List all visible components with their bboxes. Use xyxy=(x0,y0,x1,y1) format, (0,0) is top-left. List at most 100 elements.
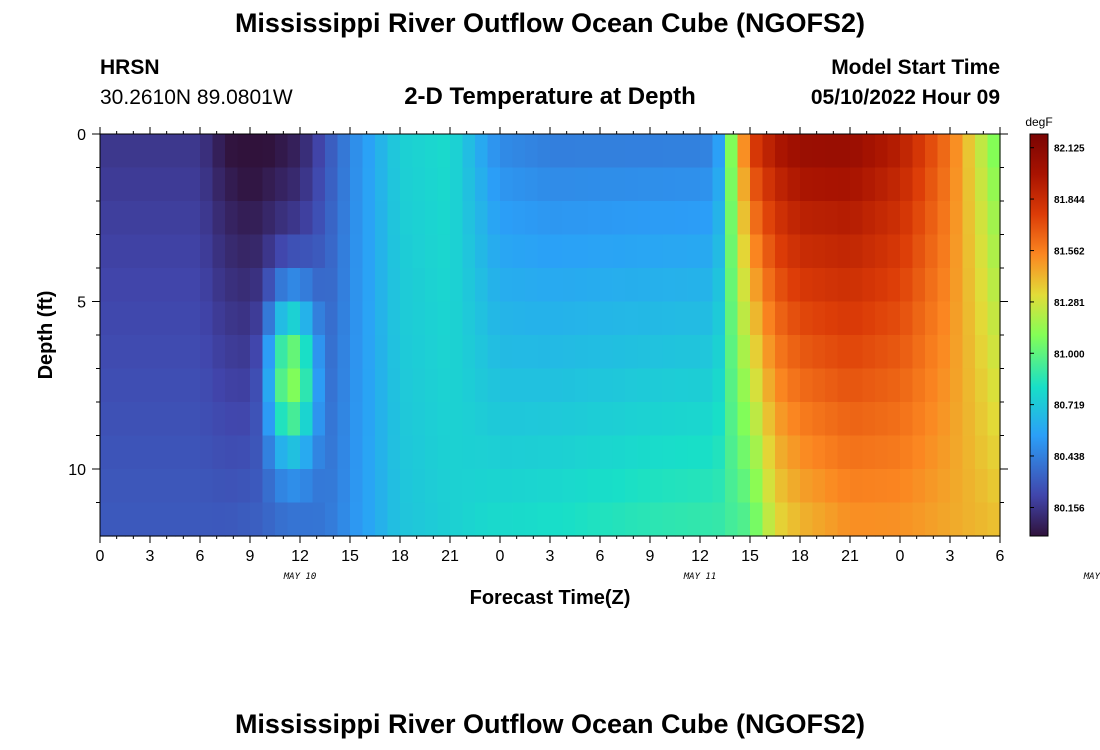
heatmap-cell xyxy=(300,134,314,169)
x-tick-label: 21 xyxy=(441,548,459,565)
heatmap-cell xyxy=(150,201,164,236)
heatmap-cell xyxy=(975,435,989,470)
heatmap-cell xyxy=(662,502,676,537)
heatmap-cell xyxy=(437,167,451,202)
y-axis-label: Depth (ft) xyxy=(35,291,57,380)
heatmap-cell xyxy=(237,301,251,336)
heatmap-cell xyxy=(962,167,976,202)
heatmap-cell xyxy=(362,167,376,202)
heatmap-cell xyxy=(412,435,426,470)
heatmap-cell xyxy=(887,502,901,537)
heatmap-cell xyxy=(175,167,189,202)
heatmap-cell xyxy=(737,167,751,202)
heatmap-cell xyxy=(662,402,676,437)
heatmap-cell xyxy=(350,502,364,537)
heatmap-cell xyxy=(912,435,926,470)
heatmap-cell xyxy=(850,134,864,169)
heatmap-cell xyxy=(675,368,689,403)
heatmap-cell xyxy=(600,469,614,504)
heatmap-cell xyxy=(700,268,714,303)
heatmap-cell xyxy=(812,234,826,269)
heatmap-cell xyxy=(887,402,901,437)
heatmap-cell xyxy=(137,368,151,403)
heatmap-cell xyxy=(337,469,351,504)
heatmap-cell xyxy=(762,234,776,269)
heatmap-cell xyxy=(337,335,351,370)
heatmap-cell xyxy=(875,502,889,537)
heatmap-cell xyxy=(525,335,539,370)
heatmap-cell xyxy=(900,502,914,537)
heatmap-cell xyxy=(587,435,601,470)
heatmap-cell xyxy=(325,234,339,269)
heatmap-cell xyxy=(987,301,1001,336)
heatmap-cell xyxy=(350,402,364,437)
heatmap-cell xyxy=(387,301,401,336)
heatmap-cell xyxy=(712,268,726,303)
heatmap-cell xyxy=(262,435,276,470)
heatmap-cell xyxy=(800,134,814,169)
heatmap-cell xyxy=(925,502,939,537)
heatmap-cell xyxy=(125,402,139,437)
heatmap-cell xyxy=(387,167,401,202)
heatmap-cell xyxy=(650,167,664,202)
heatmap-cell xyxy=(975,402,989,437)
heatmap-cell xyxy=(962,435,976,470)
heatmap-cell xyxy=(787,368,801,403)
heatmap-cell xyxy=(250,268,264,303)
heatmap-cell xyxy=(462,368,476,403)
heatmap-cell xyxy=(937,234,951,269)
heatmap-cell xyxy=(762,301,776,336)
heatmap-cell xyxy=(800,402,814,437)
heatmap-cell xyxy=(475,502,489,537)
heatmap-cell xyxy=(850,435,864,470)
heatmap-cell xyxy=(675,268,689,303)
heatmap-cell xyxy=(875,435,889,470)
x-tick-label: 6 xyxy=(996,548,1005,565)
heatmap-cell xyxy=(562,368,576,403)
heatmap-cell xyxy=(600,301,614,336)
heatmap-cell xyxy=(662,435,676,470)
heatmap-cell xyxy=(125,268,139,303)
heatmap-cell xyxy=(850,268,864,303)
heatmap-cell xyxy=(225,301,239,336)
x-tick-label: 9 xyxy=(246,548,255,565)
heatmap-cell xyxy=(750,368,764,403)
heatmap-cell xyxy=(350,134,364,169)
heatmap-cell xyxy=(950,167,964,202)
heatmap-cell xyxy=(687,469,701,504)
heatmap-cell xyxy=(537,335,551,370)
x-tick-label: 15 xyxy=(341,548,359,565)
heatmap-cell xyxy=(800,201,814,236)
heatmap-cell xyxy=(537,402,551,437)
heatmap-cell xyxy=(712,301,726,336)
heatmap-cell xyxy=(187,134,201,169)
heatmap-cell xyxy=(862,469,876,504)
heatmap-cell xyxy=(612,268,626,303)
heatmap-cell xyxy=(412,268,426,303)
heatmap-cell xyxy=(137,402,151,437)
heatmap-cell xyxy=(925,368,939,403)
heatmap-cell xyxy=(812,268,826,303)
heatmap-cell xyxy=(487,134,501,169)
heatmap-cell xyxy=(175,368,189,403)
heatmap-cell xyxy=(412,167,426,202)
heatmap-cell xyxy=(275,402,289,437)
heatmap-cell xyxy=(637,234,651,269)
heatmap-cell xyxy=(512,335,526,370)
heatmap-cell xyxy=(512,268,526,303)
heatmap-cell xyxy=(787,469,801,504)
heatmap-cell xyxy=(137,435,151,470)
heatmap-cell xyxy=(475,402,489,437)
heatmap-cell xyxy=(762,368,776,403)
heatmap-cell xyxy=(300,368,314,403)
heatmap-cell xyxy=(612,502,626,537)
heatmap-cell xyxy=(612,201,626,236)
heatmap-cell xyxy=(825,402,839,437)
heatmap-cell xyxy=(825,335,839,370)
heatmap-cell xyxy=(462,502,476,537)
heatmap-cell xyxy=(200,502,214,537)
heatmap-cell xyxy=(500,167,514,202)
heatmap-cell xyxy=(975,201,989,236)
heatmap-cell xyxy=(325,402,339,437)
heatmap-cell xyxy=(875,268,889,303)
